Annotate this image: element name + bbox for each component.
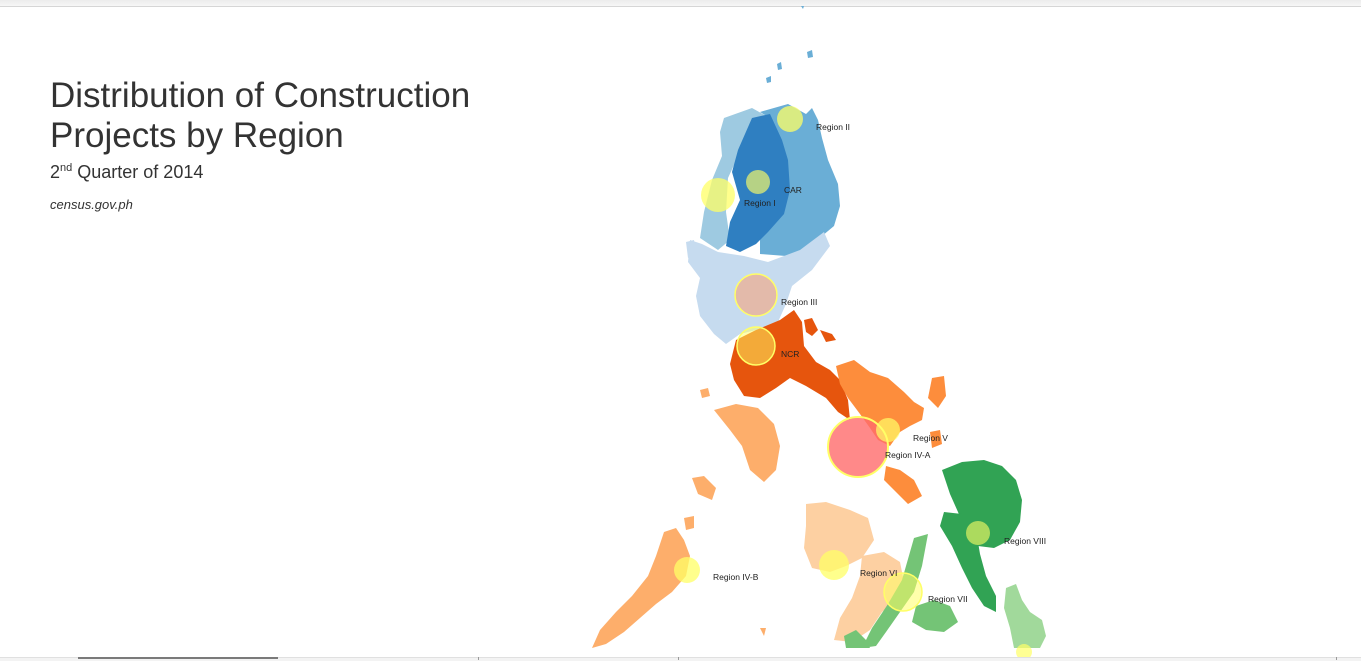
- page-title: Distribution of Construction Projects by…: [50, 76, 530, 156]
- subtitle-ordinal: 2: [50, 162, 61, 182]
- title-line-1: Distribution of Construction: [50, 76, 471, 115]
- label-car: CAR: [784, 185, 802, 195]
- bubble-region-vii[interactable]: [883, 572, 923, 612]
- region-iv-b-palawan[interactable]: [592, 528, 690, 648]
- region-v-masbate: [884, 466, 922, 504]
- label-region-v: Region V: [913, 433, 948, 443]
- title-line-2: Projects by Region: [50, 116, 344, 155]
- region-vii-negros-oriental: [844, 630, 870, 648]
- project-bubbles: [674, 106, 1032, 660]
- region-viii-leyte[interactable]: [940, 512, 996, 612]
- subtitle-rest: Quarter of 2014: [72, 162, 204, 182]
- bubble-region-vi[interactable]: [819, 550, 849, 580]
- bubble-region-viii[interactable]: [966, 521, 990, 545]
- title-block: Distribution of Construction Projects by…: [50, 76, 530, 212]
- region-v-ticao: [930, 430, 942, 448]
- browser-bottom-strip: [0, 657, 1361, 661]
- region-vi-negros[interactable]: [834, 552, 904, 642]
- bubble-region-i[interactable]: [701, 178, 735, 212]
- bubble-region-iii[interactable]: [734, 273, 778, 317]
- region-vii-cebu[interactable]: [862, 534, 928, 648]
- bottom-divider: [1336, 657, 1337, 660]
- region-viii-samar[interactable]: [942, 460, 1022, 548]
- label-region-vii: Region VII: [928, 594, 968, 604]
- bottom-divider: [678, 657, 679, 660]
- bubble-region-v[interactable]: [876, 418, 900, 442]
- region-vi-panay[interactable]: [804, 502, 874, 572]
- source-credit: census.gov.ph: [50, 197, 133, 212]
- region-labels: Region II CAR Region I Region III NCR Re…: [713, 122, 1046, 604]
- region-iv-a-islands: [804, 318, 836, 342]
- label-region-vi: Region VI: [860, 568, 897, 578]
- label-region-viii: Region VIII: [1004, 536, 1046, 546]
- label-region-iv-a: Region IV-A: [885, 450, 931, 460]
- label-region-iii: Region III: [781, 297, 817, 307]
- bubble-car[interactable]: [746, 170, 770, 194]
- bubble-mindanao-partial: [1016, 644, 1032, 660]
- mindanao-edge: [1004, 584, 1046, 648]
- label-ncr: NCR: [781, 349, 799, 359]
- bubble-ncr[interactable]: [736, 326, 776, 366]
- browser-top-strip: [0, 0, 1361, 7]
- label-region-i: Region I: [744, 198, 776, 208]
- region-iii-islet: [686, 240, 696, 258]
- bottom-scroll-tab[interactable]: [78, 657, 278, 659]
- region-iv-b-mindoro[interactable]: [714, 404, 780, 482]
- label-region-iv-b: Region IV-B: [713, 572, 759, 582]
- bubble-region-iv-a[interactable]: [827, 416, 889, 478]
- region-v[interactable]: [836, 360, 924, 446]
- batanes-islands: [766, 6, 813, 83]
- bottom-divider: [478, 657, 479, 660]
- subtitle-suffix: nd: [60, 162, 73, 174]
- bubble-region-iv-b[interactable]: [674, 557, 700, 583]
- region-v-catanduanes: [928, 376, 946, 408]
- region-vii-bohol[interactable]: [912, 600, 958, 632]
- label-region-ii: Region II: [816, 122, 850, 132]
- bubble-region-ii[interactable]: [777, 106, 803, 132]
- page-subtitle: 2nd Quarter of 2014: [50, 162, 530, 183]
